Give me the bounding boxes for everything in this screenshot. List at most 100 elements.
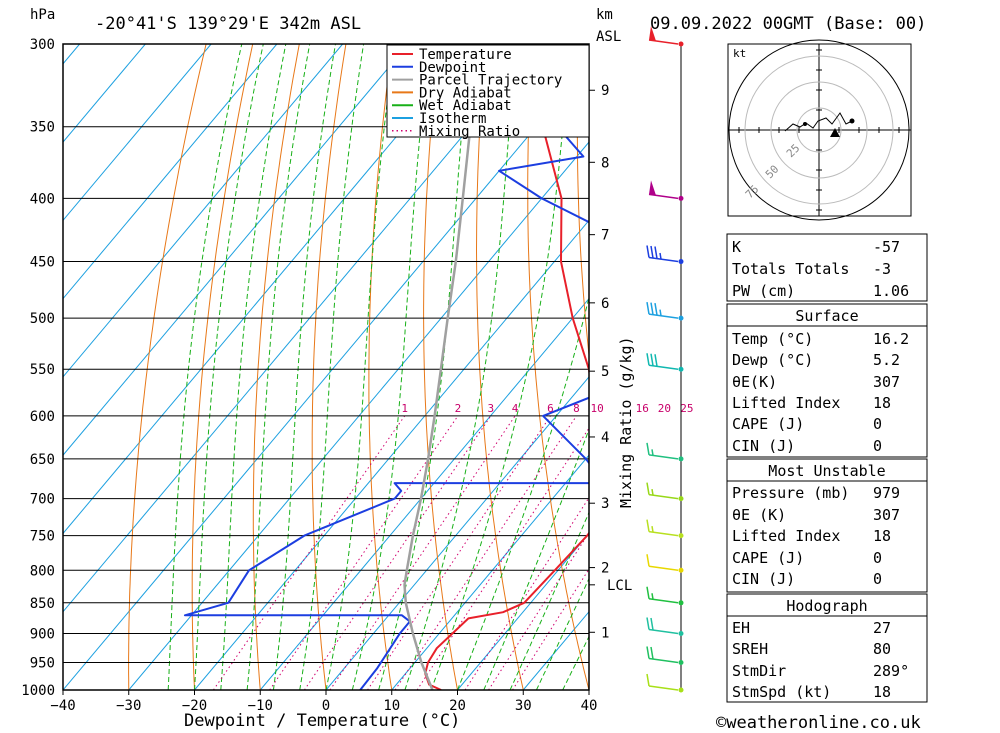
asl-unit-label: ASL: [596, 29, 621, 45]
wind-level-dot: [678, 659, 684, 665]
hodo-trace: [784, 112, 853, 132]
wind-barb-flag: [650, 646, 654, 660]
pressure-tick-label: 550: [30, 362, 55, 378]
wind-level-dot: [678, 496, 684, 502]
parcel-trajectory-line: [403, 44, 482, 690]
pressure-tick-label: 500: [30, 311, 55, 327]
isotherm-line: [63, 44, 344, 378]
wet-adiabat-line: [509, 511, 589, 690]
isotherm-line: [63, 44, 278, 300]
surface-value: 0: [873, 415, 882, 433]
wind-barb-halfflag: [651, 593, 654, 600]
wind-barb-pennant: [649, 26, 656, 41]
wet-adiabat-line: [351, 44, 431, 690]
dry-adiabat-line: [475, 44, 524, 690]
wet-adiabat-line: [404, 44, 517, 690]
wind-barb-shaft: [648, 657, 679, 664]
wind-barb-shaft: [648, 454, 679, 460]
temperature-tick-label: −40: [50, 698, 75, 714]
pressure-tick-label: 350: [30, 120, 55, 136]
wind-barb-halfflag: [659, 252, 662, 260]
mixing-ratio-line: [329, 415, 516, 690]
pressure-tick-label: 450: [30, 255, 55, 271]
km-unit-label: km: [596, 7, 613, 23]
wind-level-dot: [678, 315, 684, 321]
pressure-tick-label: 900: [30, 626, 55, 642]
indices-table: K -57 Totals Totals -3 PW (cm) 1.06: [726, 233, 928, 302]
mixing-ratio-label: 10: [591, 402, 604, 415]
wind-barb-flag: [646, 646, 650, 659]
wind-barb-shaft: [648, 530, 679, 537]
isotherm-line: [63, 44, 409, 456]
surface-value: 307: [873, 373, 900, 391]
index-label: Totals Totals: [732, 260, 849, 278]
most-unstable-title: Most Unstable: [768, 462, 885, 480]
wind-level-dot: [678, 259, 684, 265]
wind-barb-shaft: [648, 565, 679, 572]
isotherm-line: [259, 297, 589, 690]
dry-adiabat-line: [625, 44, 720, 690]
copyright-link[interactable]: ©weatheronline.co.uk: [716, 713, 921, 733]
km-tick-label: 7: [601, 228, 609, 244]
surface-label: CIN (J): [732, 437, 795, 455]
mixing-ratio-line: [212, 415, 406, 690]
wind-barb: [646, 301, 679, 319]
mu-label: CIN (J): [732, 570, 795, 588]
hodograph-title: Hodograph: [786, 597, 867, 615]
pressure-tick-label: 950: [30, 655, 55, 671]
index-value: -57: [873, 238, 900, 256]
mixing-ratio-axis-label: Mixing Ratio (g/kg): [617, 336, 635, 508]
mixing-ratio-label: 3: [488, 402, 495, 415]
wind-barb-flag: [646, 519, 650, 532]
temperature-tick-label: 10: [383, 698, 400, 714]
plot-frame: [62, 43, 590, 691]
wind-level-dot: [678, 366, 684, 372]
mu-label: Pressure (mb): [732, 484, 849, 502]
mixing-ratio-line: [367, 415, 551, 690]
isotherm-line: [391, 454, 589, 690]
wind-barb-flag: [646, 617, 650, 630]
mixing-ratio-label: 16: [636, 402, 649, 415]
mu-value: 0: [873, 549, 882, 567]
hodo-point: [803, 122, 807, 126]
hodo-value: 289°: [873, 662, 909, 680]
wind-barb-pennant: [649, 180, 656, 196]
hodo-label: EH: [732, 619, 750, 637]
temperature-tick-label: 20: [449, 698, 466, 714]
date-title: 09.09.2022 00GMT (Base: 00): [650, 14, 926, 34]
hodograph-unit: kt: [733, 47, 746, 60]
wet-adiabat-line: [167, 44, 243, 690]
temperature-tick-label: −20: [182, 698, 207, 714]
dry-adiabat-line: [527, 44, 589, 690]
wind-barb-flag: [654, 246, 658, 259]
wind-barb: [648, 26, 679, 45]
mu-value: 18: [873, 527, 891, 545]
wind-barb: [646, 442, 679, 460]
wind-barb: [646, 646, 679, 664]
wind-barb: [646, 245, 679, 263]
hodo-label: StmSpd (kt): [732, 683, 831, 701]
pressure-tick-label: 1000: [21, 683, 55, 699]
wind-barb: [646, 519, 679, 537]
pressure-tick-label: 800: [30, 563, 55, 579]
wind-barb-flag: [646, 554, 650, 567]
pressure-unit-label: hPa: [30, 7, 55, 23]
isotherm-line: [325, 376, 589, 690]
temperature-line: [424, 44, 589, 690]
km-tick-label: 6: [601, 296, 609, 312]
pressure-tick-labels: 300 350 400 450 500 550 600 650 700 750 800 850 900 9…: [21, 37, 55, 699]
mixing-ratio-label: 8: [573, 402, 580, 415]
wind-barb-halfflag: [651, 526, 654, 533]
wind-level-dot: [678, 567, 684, 573]
profile-lines: [183, 44, 589, 690]
wind-barb: [646, 673, 679, 691]
dry-adiabat-line: [128, 44, 207, 690]
surface-value: 18: [873, 394, 891, 412]
wet-adiabat-line: [272, 44, 336, 690]
wind-barb: [646, 617, 679, 635]
dewpoint-line: [183, 44, 589, 690]
wind-barb-shaft: [648, 598, 679, 604]
temperature-tick-label: −30: [116, 698, 141, 714]
km-tick-label: 1: [601, 625, 609, 641]
